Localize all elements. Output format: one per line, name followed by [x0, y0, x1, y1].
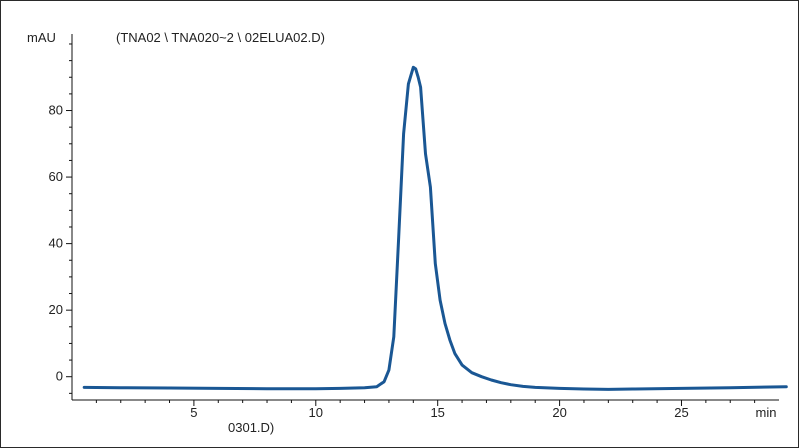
x-tick-label: 5 [190, 405, 197, 420]
chart-ticks: 0 20 40 60 80 5 10 15 20 25 [49, 44, 755, 420]
chart-footnote: 0301.D) [228, 420, 274, 435]
x-tick-label: 25 [674, 405, 688, 420]
x-tick-label: 20 [552, 405, 566, 420]
chart-trace [84, 67, 786, 389]
chart-title: (TNA02 \ TNA020~2 \ 02ELUA02.D) [116, 30, 325, 45]
x-axis-unit-label: min [756, 405, 777, 420]
y-tick-label: 0 [56, 369, 63, 384]
y-tick-label: 80 [49, 103, 63, 118]
chart-axes [72, 34, 779, 400]
y-tick-label: 20 [49, 302, 63, 317]
y-tick-label: 40 [49, 236, 63, 251]
chromatogram-trace-line [84, 67, 786, 389]
y-tick-label: 60 [49, 169, 63, 184]
x-tick-label: 10 [309, 405, 323, 420]
x-tick-label: 15 [430, 405, 444, 420]
y-axis-unit-label: mAU [27, 30, 56, 45]
